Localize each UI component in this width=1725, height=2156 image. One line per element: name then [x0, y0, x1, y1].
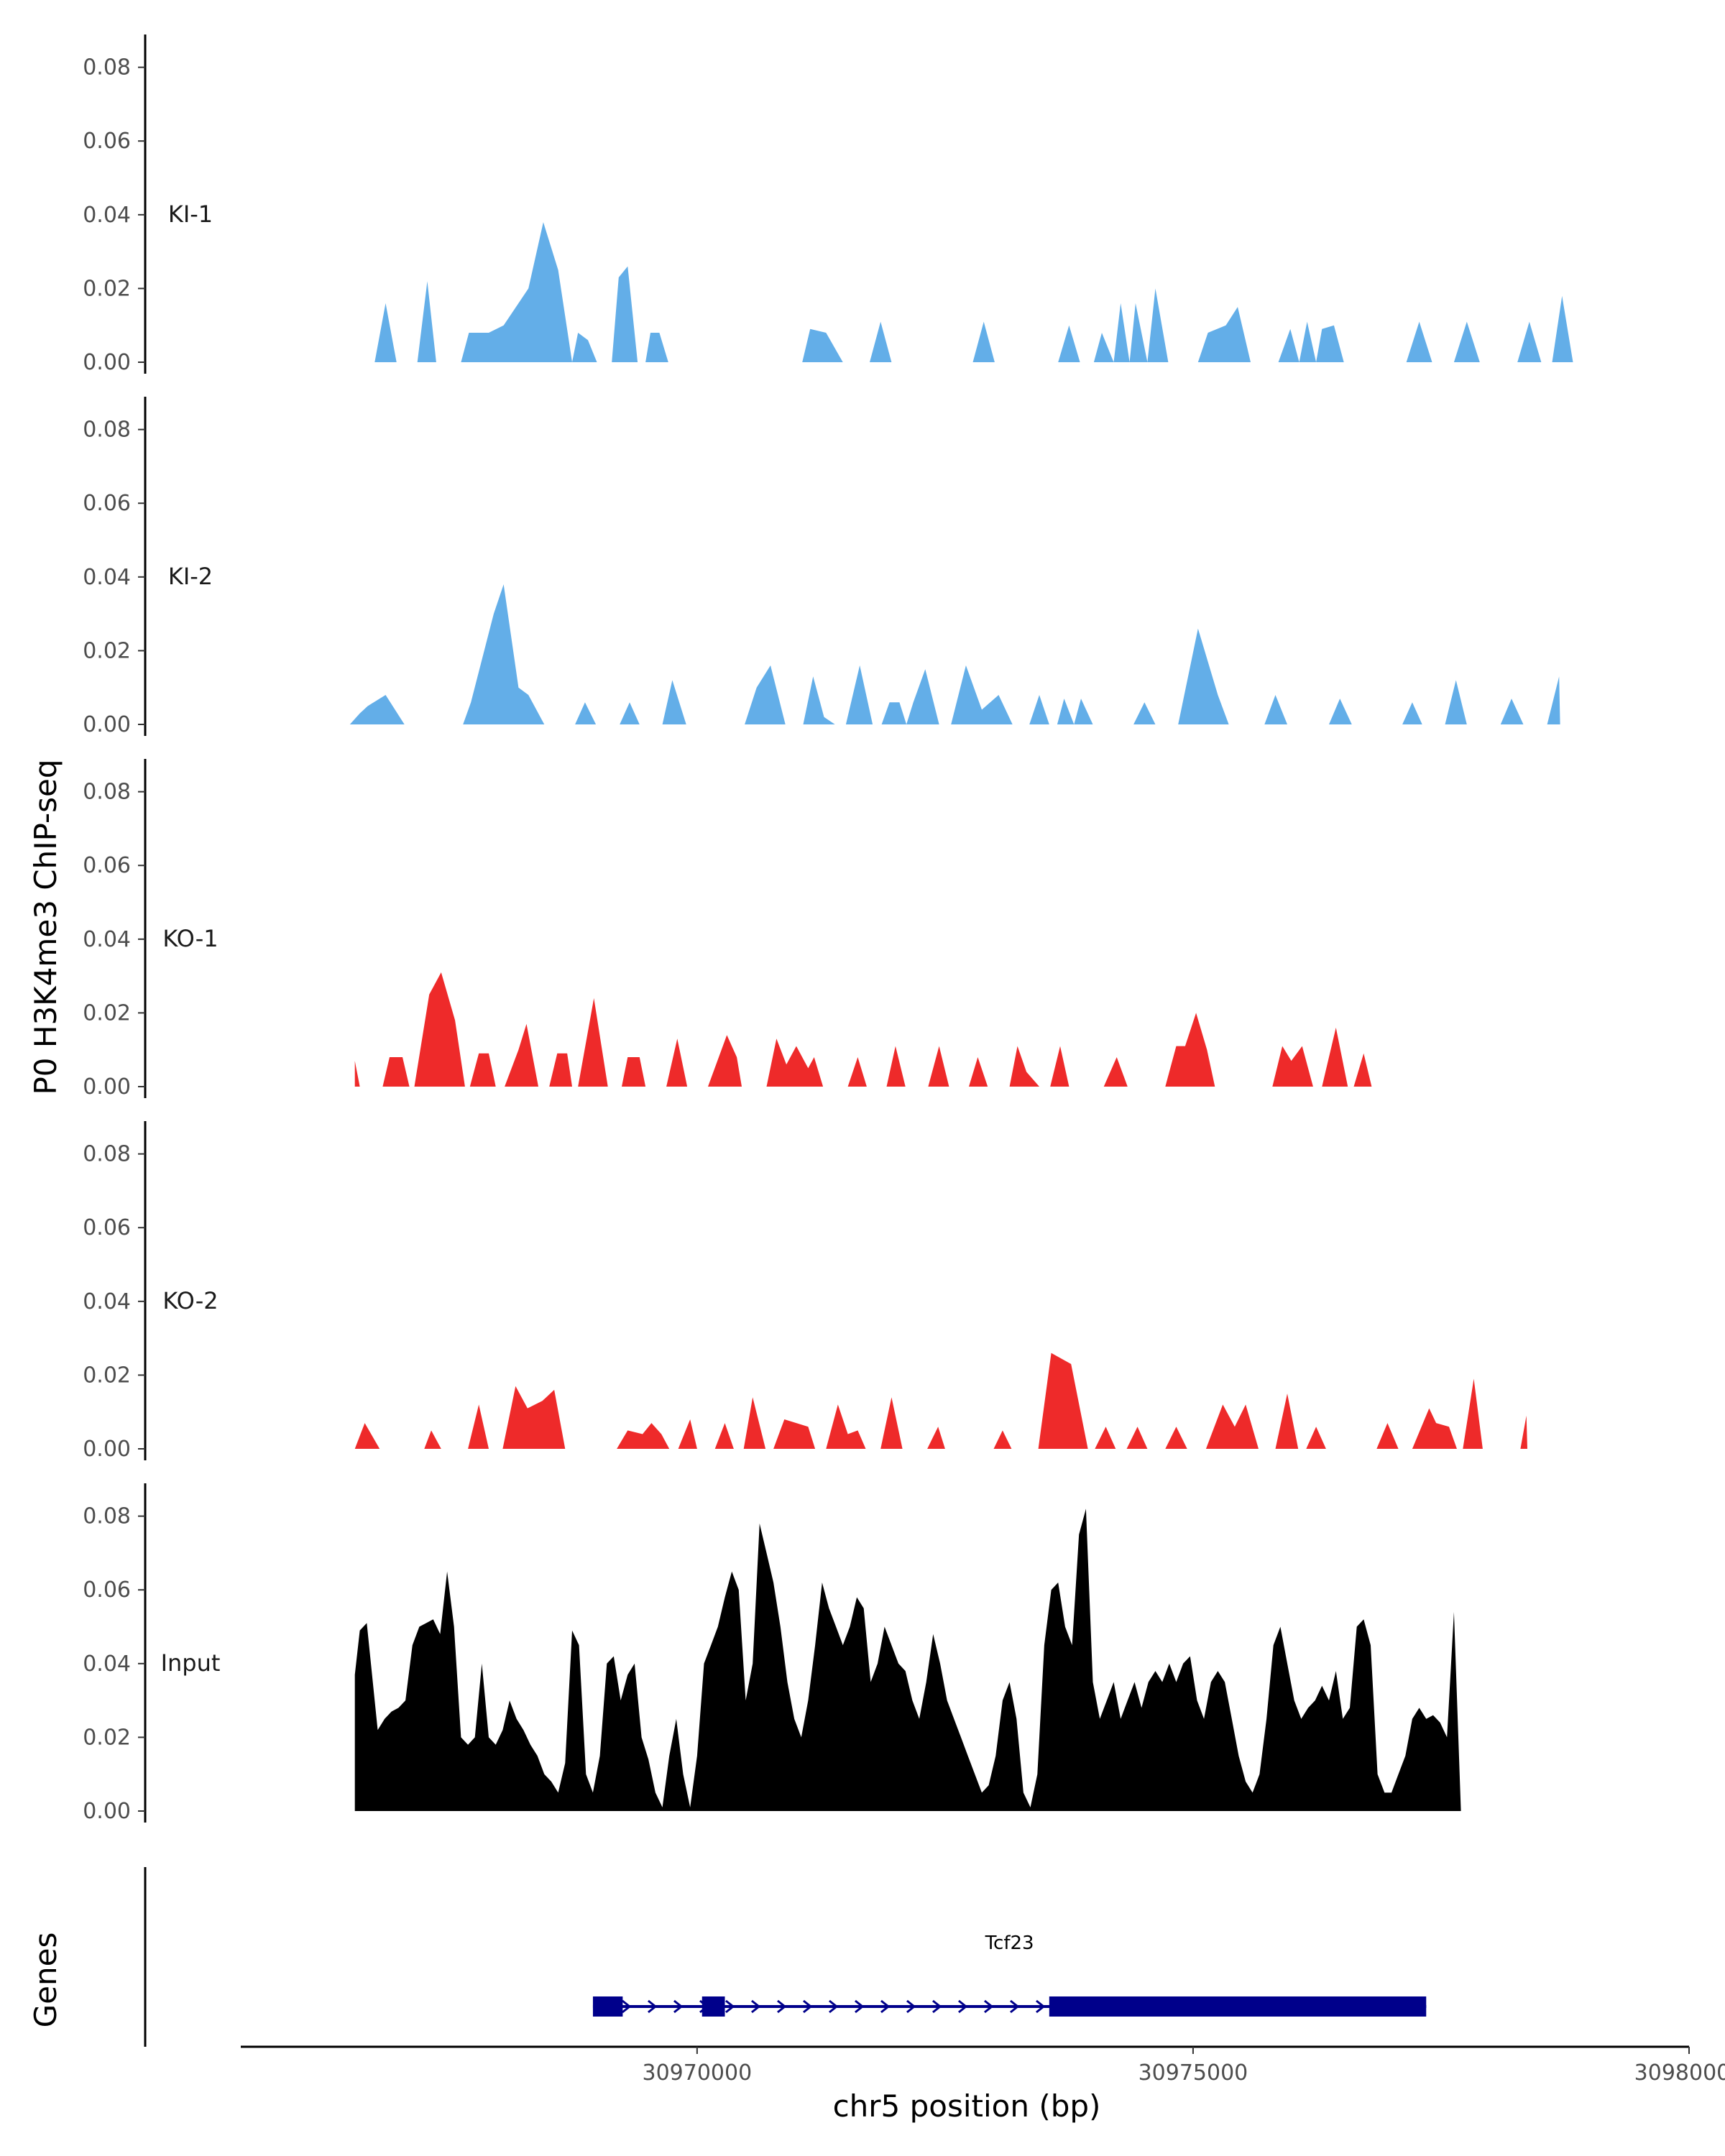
x-tick-label: 30980000 [1634, 2060, 1725, 2086]
strand-arrow [777, 1999, 787, 2014]
strand-arrow [1036, 1999, 1046, 2014]
y-tick-label: 0.06 [83, 853, 131, 878]
signal-area [349, 584, 1560, 724]
y-tick-label: 0.08 [83, 55, 131, 80]
y-tick-label: 0.02 [83, 276, 131, 301]
y-tick-label: 0.00 [83, 1074, 131, 1100]
signal-area [354, 972, 1372, 1087]
strand-arrow [880, 1999, 891, 2014]
strand-arrow [622, 1999, 632, 2014]
gene-panel: Tcf23 [144, 1867, 1427, 2047]
x-axis: 30970000 30975000 30980000 [241, 2045, 1725, 2086]
tracks-group: 0.00 0.02 0.04 0.06 0.08 KI-1 0.00 0.02 0.04 0.06… [83, 34, 1573, 1824]
gene-exon [702, 1996, 725, 2017]
strand-arrow [648, 1999, 658, 2014]
track-label: KI-2 [168, 563, 213, 590]
gene-exon [592, 1996, 623, 2017]
y-tick-label: 0.00 [83, 1799, 131, 1824]
strand-arrow [1010, 1999, 1020, 2014]
y-tick-label: 0.06 [83, 1577, 131, 1603]
y-tick-label: 0.04 [83, 1651, 131, 1677]
strand-arrow [829, 1999, 839, 2014]
strand-arrow [725, 1999, 735, 2014]
track-label: Input [161, 1649, 221, 1677]
strand-arrow [906, 1999, 916, 2014]
x-tick-label: 30970000 [643, 2060, 753, 2086]
track-input: 0.00 0.02 0.04 0.06 0.08 Input [83, 1483, 1461, 1824]
genes-axis-title: Genes [28, 1932, 63, 2028]
strand-arrow [751, 1999, 761, 2014]
y-tick-label: 0.06 [83, 1215, 131, 1240]
y-tick-label: 0.04 [83, 203, 131, 228]
gene-exon [1049, 1996, 1427, 2017]
track-ko-2: 0.00 0.02 0.04 0.06 0.08 KO-2 [83, 1121, 1528, 1462]
y-tick-label: 0.04 [83, 1289, 131, 1314]
y-tick-label: 0.08 [83, 780, 131, 805]
y-tick-label: 0.00 [83, 712, 131, 737]
strand-arrow [958, 1999, 968, 2014]
track-ko-1: 0.00 0.02 0.04 0.06 0.08 KO-1 [83, 759, 1372, 1100]
track-label: KO-1 [162, 925, 218, 952]
x-axis-title: chr5 position (bp) [833, 2088, 1101, 2124]
y-tick-label: 0.08 [83, 418, 131, 443]
track-ki-1: 0.00 0.02 0.04 0.06 0.08 KI-1 [83, 34, 1573, 375]
y-tick-label: 0.04 [83, 565, 131, 590]
strand-arrow [855, 1999, 865, 2014]
y-tick-label: 0.00 [83, 350, 131, 375]
y-tick-label: 0.02 [83, 638, 131, 663]
track-label: KO-2 [162, 1287, 218, 1314]
y-tick-label: 0.06 [83, 491, 131, 516]
y-tick-label: 0.02 [83, 1000, 131, 1026]
strand-arrow [803, 1999, 813, 2014]
y-tick-label: 0.04 [83, 927, 131, 952]
y-tick-label: 0.08 [83, 1504, 131, 1529]
strand-arrow [932, 1999, 942, 2014]
signal-area [374, 222, 1573, 362]
track-ki-2: 0.00 0.02 0.04 0.06 0.08 KI-2 [83, 397, 1560, 737]
strand-arrow [673, 1999, 684, 2014]
track-label: KI-1 [168, 201, 213, 228]
y-tick-label: 0.08 [83, 1142, 131, 1167]
y-tick-label: 0.02 [83, 1363, 131, 1388]
y-tick-label: 0.06 [83, 129, 131, 154]
signal-area [354, 1508, 1461, 1811]
y-tick-label: 0.02 [83, 1725, 131, 1750]
signal-area [354, 1353, 1528, 1449]
y-axis-title: P0 H3K4me3 ChIP-seq [28, 759, 63, 1095]
gene-name-label: Tcf23 [985, 1932, 1034, 1954]
strand-arrow [984, 1999, 994, 2014]
x-tick-label: 30975000 [1138, 2060, 1248, 2086]
y-tick-label: 0.00 [83, 1437, 131, 1462]
